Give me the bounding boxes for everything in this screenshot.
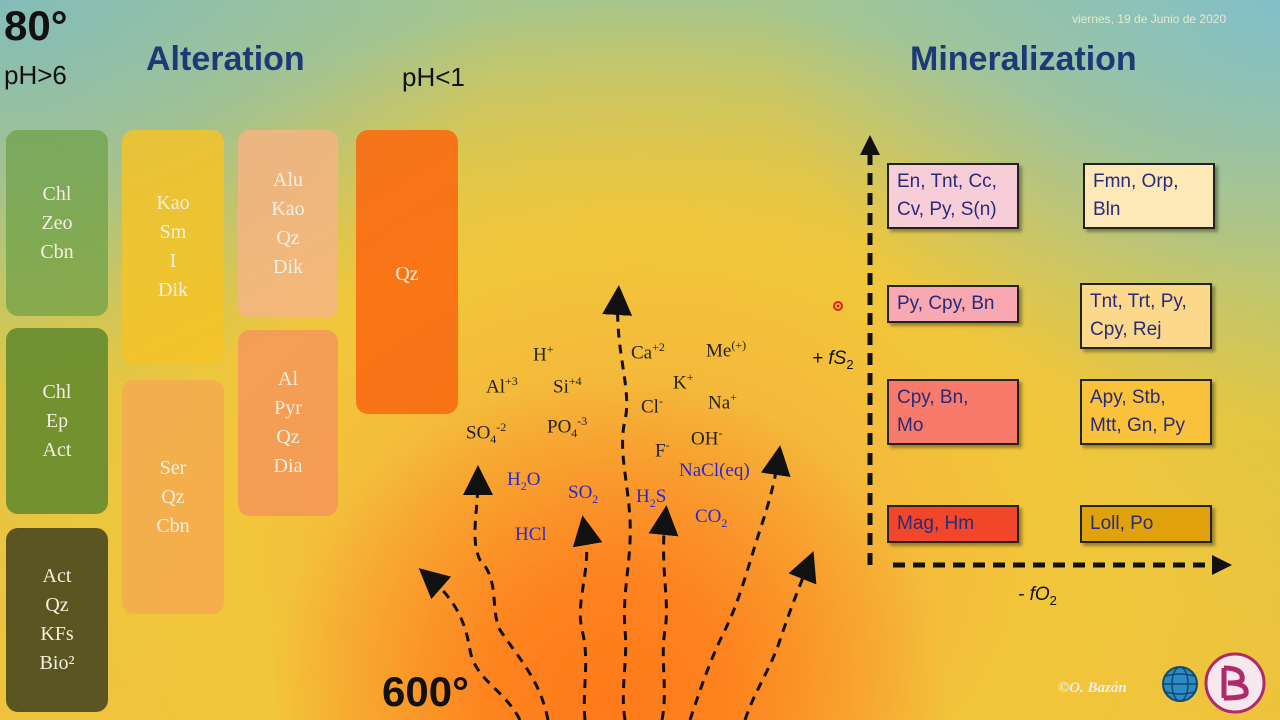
ion-k: K+	[673, 370, 694, 394]
mineral-label: I	[169, 250, 177, 272]
gas-co2: CO2	[695, 506, 728, 530]
mineral-label: Chl	[42, 182, 72, 205]
fs2-axis-label: + fS2	[812, 348, 854, 372]
mineral-label: Cbn	[40, 240, 74, 263]
fo2-axis-label: - fO2	[1018, 584, 1057, 608]
mineral-label: Dik	[158, 279, 188, 301]
alteration-box-al-pyr: Al Pyr Qz Dia	[238, 330, 338, 516]
ion-si: Si+4	[553, 374, 582, 398]
mineral-label: Bio²	[39, 652, 75, 674]
flow-arrow	[418, 568, 522, 720]
gas-so2: SO2	[568, 482, 599, 506]
author-credit: ©O. Bazán	[1058, 680, 1127, 696]
flow-arrow	[688, 445, 791, 720]
mineral-label: Alu	[273, 169, 303, 191]
alteration-box-chl-ep: Chl Ep Act	[6, 328, 108, 514]
temperature-high: 600°	[382, 668, 469, 715]
mineral-assemblage-box: Py, Cpy, Bn	[887, 285, 1019, 323]
ion-ca: Ca+2	[631, 340, 665, 364]
mineral-label: Kao	[156, 192, 190, 214]
mineral-label: Ep	[45, 409, 69, 432]
alteration-title: Alteration	[146, 40, 305, 78]
ion-so4: SO4-2	[466, 420, 507, 447]
alteration-box-alu-kao: Alu Kao Qz Dik	[238, 130, 338, 318]
mineral-assemblage-box: Tnt, Trt, Py, Cpy, Rej	[1080, 283, 1212, 349]
ion-oh: OH-	[691, 426, 723, 450]
gas-hcl: HCl	[515, 524, 547, 545]
flow-arrow	[648, 505, 679, 720]
mineral-assemblage-box: Mag, Hm	[887, 505, 1019, 543]
university-logo-icon	[1204, 652, 1266, 714]
alteration-box-qz: Qz	[356, 130, 458, 414]
mineral-label: Zeo	[41, 211, 73, 234]
mineral-label: Act	[42, 438, 72, 461]
ion-al: Al+3	[486, 374, 518, 398]
flow-arrow	[462, 465, 550, 720]
mineral-label: Dia	[273, 455, 303, 477]
gas-h2o: H2O	[507, 469, 541, 493]
flow-arrow	[743, 551, 817, 720]
mineral-label: Ser	[159, 456, 187, 479]
mineral-label: Qz	[276, 426, 300, 448]
alteration-box-ser-qz: Ser Qz Cbn	[122, 380, 224, 614]
mineral-label: Qz	[161, 485, 185, 508]
ion-na: Na+	[708, 390, 737, 414]
gas-nacl: NaCl(eq)	[679, 460, 750, 481]
mineral-assemblage-box: Loll, Po	[1080, 505, 1212, 543]
mineral-assemblage-box: Cpy, Bn, Mo	[887, 379, 1019, 445]
ph-high-label: pH>6	[4, 60, 67, 90]
alteration-box-act-qz: Act Qz KFs Bio²	[6, 528, 108, 712]
mineral-label: Sm	[159, 221, 187, 243]
temperature-low: 80°	[4, 2, 68, 49]
mineral-label: Al	[278, 368, 298, 390]
ion-me: Me(+)	[706, 338, 747, 362]
mineral-assemblage-box: Apy, Stb, Mtt, Gn, Py	[1080, 379, 1212, 445]
date-stamp: viernes, 19 de Junio de 2020	[1072, 12, 1227, 26]
mineral-label: Cbn	[156, 514, 190, 537]
ion-po4: PO4-3	[547, 414, 588, 441]
mineral-label: Kao	[271, 198, 305, 220]
mineral-label: KFs	[40, 623, 74, 645]
mineral-label: Qz	[395, 263, 419, 285]
globe-logo-icon	[1162, 666, 1198, 702]
mineral-assemblage-box: En, Tnt, Cc, Cv, Py, S(n)	[887, 163, 1019, 229]
mineral-assemblage-box: Fmn, Orp, Bln	[1083, 163, 1215, 229]
ion-h: H+	[533, 342, 554, 366]
ion-cl: Cl-	[641, 394, 663, 418]
flow-arrow	[572, 515, 603, 720]
mineralization-title: Mineralization	[910, 40, 1137, 78]
mineral-label: Pyr	[274, 397, 302, 419]
gas-h2s: H2S	[636, 486, 667, 510]
mineral-label: Dik	[273, 256, 303, 278]
alteration-box-chl-zeo: Chl Zeo Cbn	[6, 130, 108, 316]
mineral-label: Chl	[42, 380, 72, 403]
ion-f: F-	[655, 438, 670, 462]
flow-arrow	[602, 285, 633, 720]
mineral-label: Qz	[276, 227, 300, 249]
ph-low-label: pH<1	[402, 62, 465, 92]
mineral-label: Act	[42, 565, 72, 587]
alteration-box-kao-sm: Kao Sm I Dik	[122, 130, 224, 364]
mineral-label: Qz	[45, 594, 69, 616]
